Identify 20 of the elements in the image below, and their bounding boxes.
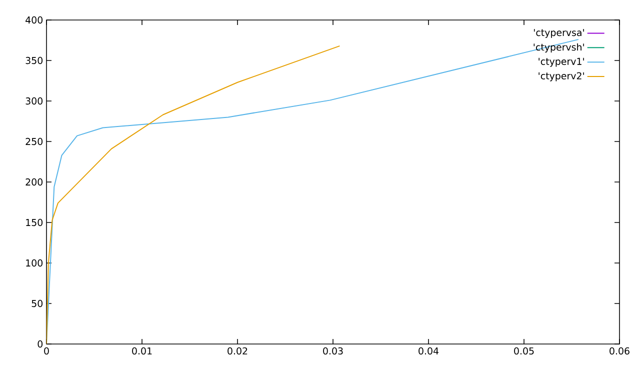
x-tick-label: 0.05: [514, 347, 534, 355]
x-tick-label: 0.04: [418, 347, 439, 355]
x-tick-label: 0.06: [610, 347, 630, 355]
y-tick-label: 0: [38, 340, 43, 348]
legend-label: 'ctyperv2': [538, 72, 584, 82]
legend-label: 'ctyperv1': [538, 58, 584, 67]
y-tick-label: 100: [26, 259, 43, 267]
line-series: [46, 45, 340, 344]
y-tick-label: 200: [26, 178, 43, 186]
x-tick-label: 0.01: [132, 347, 152, 355]
y-tick-label: 50: [32, 300, 43, 308]
legend-label: 'ctypervsa': [534, 29, 584, 38]
x-tick-label: 0.02: [228, 347, 248, 355]
x-tick-label: 0: [44, 347, 49, 355]
y-tick-label: 350: [26, 56, 43, 64]
y-tick-label: 300: [26, 97, 43, 105]
y-tick-label: 250: [26, 138, 43, 146]
y-tick-label: 150: [26, 218, 43, 226]
y-tick-label: 400: [26, 16, 43, 24]
x-tick-label: 0.03: [323, 347, 343, 355]
